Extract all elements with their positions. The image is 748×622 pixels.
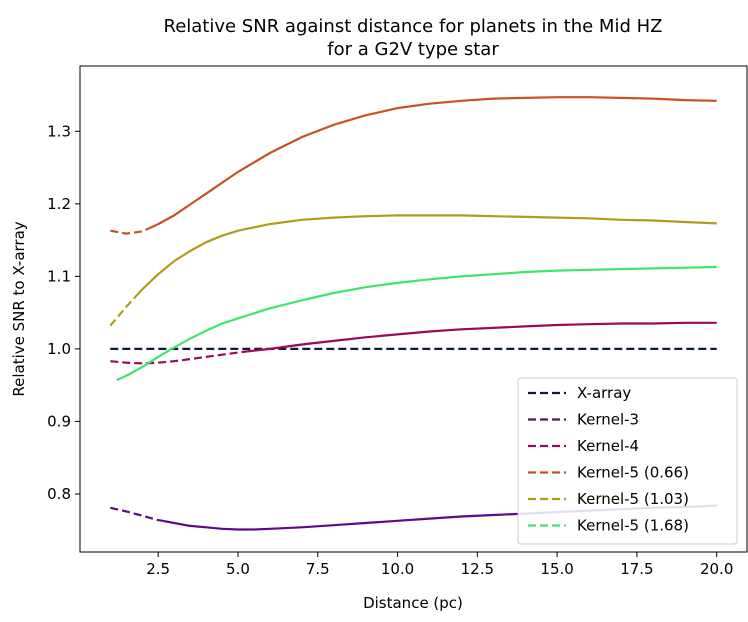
x-tick-label: 12.5	[461, 560, 494, 578]
legend-label-kernel-4: Kernel-4	[577, 437, 639, 455]
series-kernel-3-dashed	[110, 506, 165, 523]
series-kernel-4-dashed	[110, 350, 248, 365]
x-tick-label: 20.0	[700, 560, 733, 578]
x-tick-label: 2.5	[146, 560, 170, 578]
y-axis: 0.8 0.9 1.0 1.1 1.2 1.3	[47, 122, 80, 503]
legend-label-kernel-5-1-68: Kernel-5 (1.68)	[577, 517, 689, 535]
legend: X-array Kernel-3 Kernel-4 Kernel-5 (0.66) Ke…	[517, 377, 738, 545]
y-tick-label: 1.1	[47, 267, 71, 285]
y-axis-label: Relative SNR to X-array	[10, 221, 28, 396]
y-tick-label: 1.2	[47, 195, 71, 213]
legend-frame	[517, 377, 738, 545]
y-tick-label: 0.9	[47, 412, 71, 430]
x-tick-label: 15.0	[540, 560, 573, 578]
series-kernel-5-1-03-dashed	[109, 295, 137, 327]
x-tick-label: 7.5	[306, 560, 330, 578]
y-tick-label: 0.8	[47, 485, 71, 503]
series-kernel-5-1-68-line	[116, 265, 717, 382]
series-kernel-5-1-03-line	[134, 214, 717, 298]
series-kernel-4-line	[247, 321, 717, 353]
legend-label-kernel-5-1-03: Kernel-5 (1.03)	[577, 490, 689, 508]
x-tick-label: 10.0	[381, 560, 414, 578]
legend-label-kernel-5-0-66: Kernel-5 (0.66)	[577, 464, 689, 482]
x-tick-label: 5.0	[226, 560, 250, 578]
legend-label-kernel-3: Kernel-3	[577, 411, 639, 429]
plot-frame	[79, 65, 748, 553]
y-tick-label: 1.3	[47, 122, 71, 140]
x-tick-label: 17.5	[620, 560, 653, 578]
x-axis: 2.5 5.0 7.5 10.0 12.5 15.0 17.5 20.0	[146, 552, 733, 578]
x-axis-label: Distance (pc)	[363, 594, 463, 612]
y-tick-label: 1.0	[47, 340, 71, 358]
legend-label-x-array: X-array	[577, 384, 631, 402]
chart-title-line1: Relative SNR against distance for planet…	[164, 16, 663, 37]
series-kernel-5-0-66-line	[148, 96, 717, 230]
chart-title-line2: for a G2V type star	[327, 39, 499, 60]
series-kernel-5-0-66-dashed	[110, 227, 150, 235]
